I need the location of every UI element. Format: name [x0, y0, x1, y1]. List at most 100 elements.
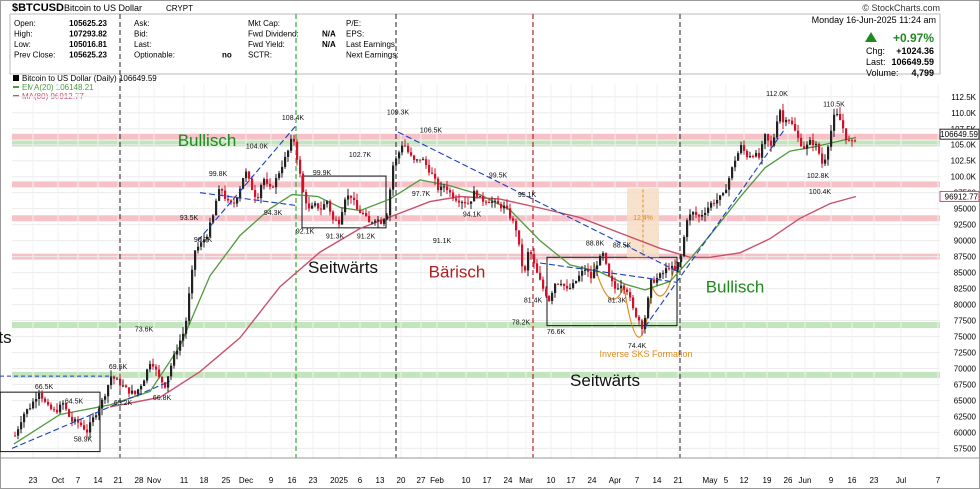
candle-body — [422, 159, 425, 161]
x-tick-label: 19 — [763, 476, 772, 485]
candle-body — [524, 266, 527, 271]
candle-body — [65, 403, 68, 410]
candle-body — [155, 366, 158, 370]
price-label: 91.1K — [433, 238, 452, 245]
candle-body — [725, 189, 728, 194]
candle-body — [638, 316, 641, 321]
candle-body — [560, 283, 563, 285]
candle-body — [44, 398, 47, 402]
candle-body — [797, 130, 800, 138]
x-tick-label: Jun — [799, 476, 812, 485]
range-boxes — [0, 175, 678, 453]
ema-line-path — [13, 136, 857, 445]
trend-line — [11, 380, 171, 449]
x-tick-label: 7 — [76, 476, 81, 485]
candle-body — [95, 415, 98, 418]
price-label: 88.8K — [586, 241, 605, 248]
candle-body — [770, 140, 773, 146]
x-tick-label: 20 — [397, 476, 406, 485]
candle-body — [110, 376, 113, 386]
candle-body — [158, 369, 161, 377]
candle-body — [353, 197, 356, 201]
change-percent: +0.97% — [893, 31, 934, 45]
quote-label: Low: — [14, 40, 31, 49]
candle-body — [566, 285, 569, 289]
candle-body — [299, 159, 302, 174]
y-tick-label: 105.0K — [951, 141, 977, 150]
last-value: 106649.59 — [891, 57, 934, 67]
candle-body — [527, 252, 530, 271]
up-arrow-icon — [865, 32, 877, 42]
price-label: 69.5K — [109, 364, 128, 371]
candle-body — [389, 189, 392, 216]
candle-body — [248, 171, 251, 179]
quote-label: Bid: — [134, 30, 148, 39]
candle-body — [620, 285, 623, 289]
candle-body — [656, 277, 659, 283]
candle-body — [233, 202, 236, 204]
x-tick-label: Mar — [519, 476, 533, 485]
y-tick-label: 57500 — [954, 444, 977, 453]
candle-body — [290, 138, 293, 151]
candle-body — [260, 185, 263, 199]
candle-body — [335, 219, 338, 221]
quote-label: Mkt Cap: — [248, 19, 280, 28]
price-label: 92.1K — [296, 229, 315, 236]
candle-body — [794, 124, 797, 131]
candle-body — [332, 211, 335, 220]
candle-body — [659, 273, 662, 278]
candle-body — [572, 283, 575, 288]
grid — [12, 84, 940, 458]
candle-body — [257, 196, 260, 199]
candle-body — [806, 144, 809, 149]
x-tick-label: 7 — [635, 476, 640, 485]
candle-body — [14, 435, 17, 437]
candle-body — [86, 429, 89, 433]
candle-body — [215, 200, 218, 216]
candle-body — [761, 144, 764, 158]
x-tick-label: 28 — [135, 476, 144, 485]
candle-body — [281, 166, 284, 174]
quote-value: 105625.23 — [69, 51, 107, 60]
price-label: 76.6K — [547, 329, 566, 336]
x-tick-label: 11 — [180, 476, 189, 485]
candle-body — [17, 429, 20, 436]
candle-body — [470, 201, 473, 204]
support-band — [12, 133, 940, 140]
price-label: 81.4K — [524, 298, 543, 305]
x-tick-label: 18 — [200, 476, 209, 485]
candle-body — [455, 198, 458, 201]
candle-body — [515, 220, 518, 231]
range-box — [301, 175, 387, 229]
candle-body — [485, 201, 488, 203]
legend-price-swatch — [13, 75, 19, 81]
quote-label: Last Earnings: — [346, 40, 397, 49]
candle-body — [188, 293, 191, 321]
price-label: 104.0K — [246, 144, 269, 151]
price-label: 58.9K — [74, 436, 93, 443]
candle-body — [755, 152, 758, 157]
candle-body — [509, 208, 512, 219]
price-label: 12.4% — [633, 215, 653, 222]
x-tick-label: 24 — [588, 476, 597, 485]
candle-body — [662, 273, 665, 275]
candle-body — [629, 292, 632, 298]
candle-body — [164, 382, 167, 388]
candle-body — [815, 143, 818, 146]
candle-body — [311, 205, 314, 209]
candle-body — [140, 386, 143, 390]
candle-body — [617, 288, 620, 290]
candle-body — [416, 159, 419, 161]
price-tag-box — [939, 128, 980, 140]
candle-body — [254, 190, 257, 197]
candle-body — [683, 237, 686, 257]
candle-body — [716, 199, 719, 204]
candle-body — [584, 269, 587, 271]
x-tick-label: 9 — [269, 476, 274, 485]
candle-body — [644, 317, 647, 329]
candle-body — [236, 198, 239, 204]
candle-body — [677, 262, 680, 270]
x-tick-label: Oct — [52, 476, 65, 485]
candle-body — [758, 152, 761, 158]
